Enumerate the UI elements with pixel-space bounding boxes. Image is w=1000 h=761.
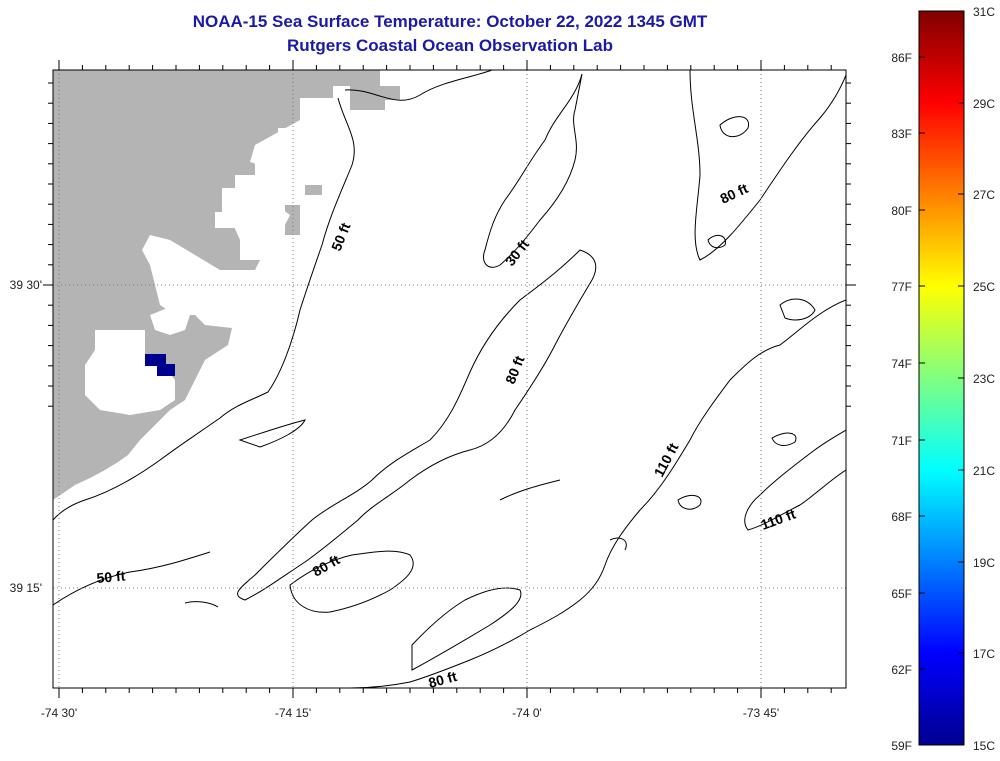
lon-label-3: -74 0' [512,706,542,720]
shoal-6 [779,298,816,321]
contour-80ft-center [237,249,597,601]
contour-label-80ft-bottom: 80 ft [427,668,459,691]
lat-label-2: 39 15' [10,581,42,595]
shoal-4 [707,234,726,249]
contour-80ft-south2 [411,587,522,671]
colorbar-ticks [919,10,964,746]
contour-30ft [483,73,583,268]
shoal-1 [719,116,750,138]
colorbar [918,10,965,746]
shoal-8 [499,479,561,501]
lon-label-4: -73 45' [743,706,779,720]
contour-50ft-north [53,97,355,521]
colorbar-f-labels: 86F 83F 80F 77F 74F 71F 68F 65F 62F 59F [891,51,912,753]
cb-c-label-15: 15C [973,739,995,753]
lat-label-1: 39 30' [10,278,42,292]
shoal-7 [238,419,306,448]
map-border [52,69,847,689]
shoal-3 [771,432,797,446]
depth-contours [53,70,846,688]
cb-c-label-27: 27C [973,188,995,202]
cb-c-label-29: 29C [973,97,995,111]
cb-f-label-74: 74F [891,357,912,371]
shoal-9 [609,537,627,551]
cb-f-label-83: 83F [891,127,912,141]
lon-label-2: -74 15' [275,706,311,720]
cb-f-label-62: 62F [891,663,912,677]
contour-50ft-coast [344,70,493,101]
lat-axis-labels: 39 30' 39 15' [10,278,42,595]
contour-label-50ft-south: 50 ft [96,568,126,586]
bay-water [85,330,175,415]
cb-c-label-31: 31C [973,5,995,19]
bay-water-3 [232,200,290,245]
axis-ticks [43,60,856,698]
lon-label-1: -74 30' [41,706,77,720]
cb-c-label-25: 25C [973,280,995,294]
cb-c-label-17: 17C [973,647,995,661]
lon-axis-labels: -74 30' -74 15' -74 0' -73 45' [41,706,779,720]
cb-c-label-21: 21C [973,464,995,478]
graticule [53,70,846,688]
contour-80ft-east [689,70,846,261]
bay-water-2 [150,305,190,335]
sst-cold-pixel [145,354,175,376]
cb-c-label-23: 23C [973,372,995,386]
contour-50ft-south [53,551,211,606]
map-subtitle: Rutgers Coastal Ocean Observation Lab [287,36,613,55]
contour-80ft-south [289,550,414,613]
cb-f-label-65: 65F [891,587,912,601]
cb-f-label-86: 86F [891,51,912,65]
cb-f-label-80: 80F [891,204,912,218]
contour-110ft [349,299,846,688]
bay-water-4 [250,110,330,168]
contour-110ft-east [744,429,846,531]
shoal-5 [184,601,219,608]
cb-f-label-59: 59F [891,739,912,753]
colorbar-c-labels: 31C 29C 27C 25C 23C 21C 19C 17C 15C [973,5,995,753]
cb-f-label-68: 68F [891,510,912,524]
cb-c-label-19: 19C [973,556,995,570]
shoal-2 [677,494,702,510]
map-title: NOAA-15 Sea Surface Temperature: October… [192,12,708,31]
cb-f-label-77: 77F [891,280,912,294]
cb-f-label-71: 71F [891,434,912,448]
land-upper-patches [285,70,400,235]
